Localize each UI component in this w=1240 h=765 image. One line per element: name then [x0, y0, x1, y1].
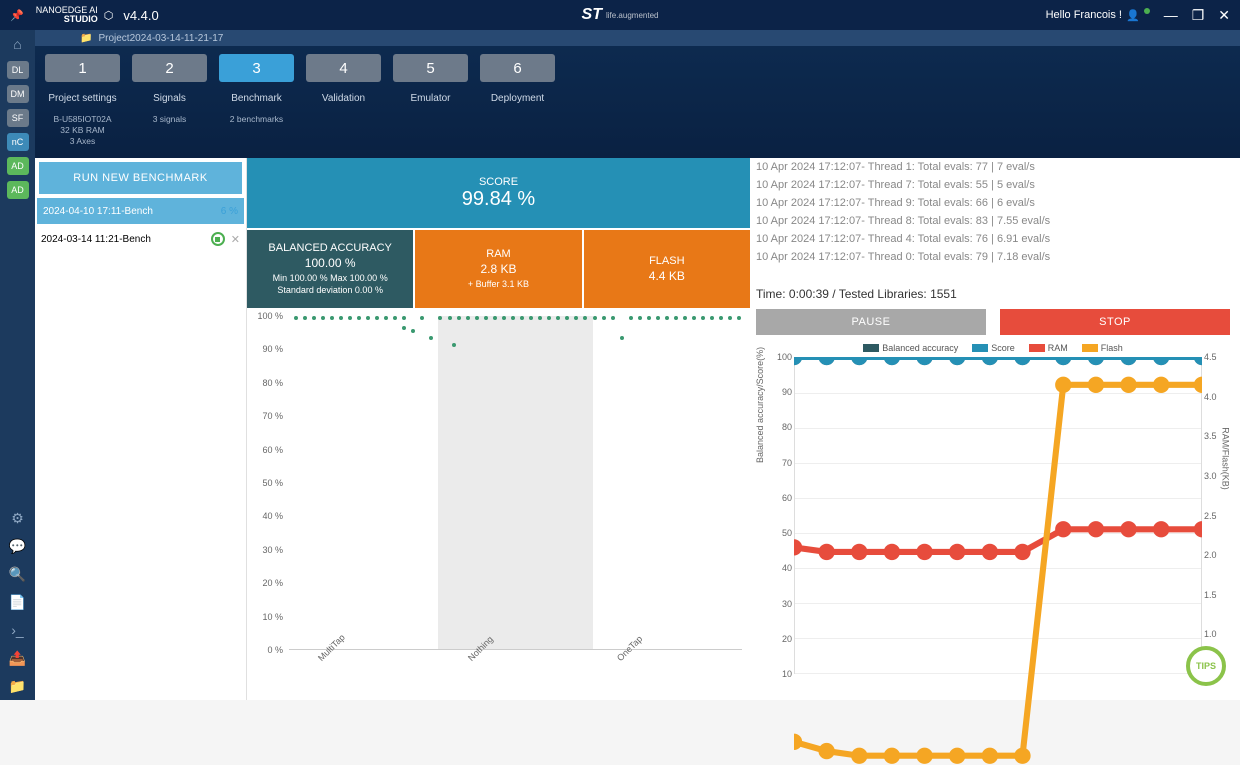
hex-icon: ⬡ [104, 9, 114, 22]
step-benchmark[interactable]: 3Benchmark2 benchmarks [219, 54, 294, 150]
score-label: SCORE [479, 176, 518, 188]
settings-icon[interactable]: ⚙ [0, 504, 35, 532]
project-name[interactable]: Project2024-03-14-11-21-17 [98, 33, 223, 44]
app-logo: NANOEDGE AI STUDIO ⬡ [36, 6, 114, 24]
user-icon: 👤 [1126, 9, 1140, 22]
benchmark-item[interactable]: 2024-04-10 17:11-Bench6 % [37, 198, 244, 224]
logo-line2: STUDIO [36, 15, 98, 24]
maximize-button[interactable]: ❐ [1192, 7, 1205, 24]
done-icon [211, 232, 225, 246]
home-icon[interactable]: ⌂ [0, 30, 35, 58]
steps-bar: 1Project settingsB-U585IOT02A 32 KB RAM … [35, 46, 1240, 158]
pause-button[interactable]: PAUSE [756, 309, 986, 335]
legend-item[interactable]: RAM [1029, 343, 1068, 353]
st-logo: ST life.augmented [582, 6, 659, 24]
ram-box: RAM 2.8 KB + Buffer 3.1 KB [415, 230, 581, 308]
step-project-settings[interactable]: 1Project settingsB-U585IOT02A 32 KB RAM … [45, 54, 120, 150]
legend-item[interactable]: Flash [1082, 343, 1123, 353]
sidebar-badge-dl[interactable]: DL [7, 61, 29, 79]
legend-item[interactable]: Score [972, 343, 1015, 353]
close-button[interactable]: ✕ [1218, 7, 1230, 24]
step-signals[interactable]: 2Signals3 signals [132, 54, 207, 150]
folder-icon[interactable]: 📁 [0, 672, 35, 700]
export-icon[interactable]: 📤 [0, 644, 35, 672]
minimize-button[interactable]: — [1164, 7, 1178, 23]
benchmarks-panel: RUN NEW BENCHMARK 2024-04-10 17:11-Bench… [35, 158, 247, 700]
page-icon[interactable]: 📄 [0, 588, 35, 616]
legend-item[interactable]: Balanced accuracy [863, 343, 958, 353]
left-sidebar: ⌂ DL DM SF nC AD AD ⚙ 💬 🔍 📄 ›_ 📤 📁 [0, 30, 35, 700]
status-dot [1144, 8, 1150, 14]
sidebar-badge-dm[interactable]: DM [7, 85, 29, 103]
right-panel: 10 Apr 2024 17:12:07- Thread 1: Total ev… [750, 158, 1240, 700]
sidebar-badge-nc[interactable]: nC [7, 133, 29, 151]
search-doc-icon[interactable]: 🔍 [0, 560, 35, 588]
close-icon[interactable]: ✕ [231, 233, 240, 246]
balanced-accuracy-box: BALANCED ACCURACY 100.00 % Min 100.00 % … [247, 230, 413, 308]
stop-button[interactable]: STOP [1000, 309, 1230, 335]
pin-icon[interactable]: 📌 [10, 9, 24, 22]
accuracy-scatter-chart: 100 %90 %80 %70 %60 %50 %40 %30 %20 %10 … [247, 308, 750, 700]
log-output: 10 Apr 2024 17:12:07- Thread 1: Total ev… [756, 158, 1230, 283]
score-box: SCORE 99.84 % [247, 158, 750, 228]
titlebar: 📌 NANOEDGE AI STUDIO ⬡ v4.4.0 ST life.au… [0, 0, 1240, 30]
terminal-icon[interactable]: ›_ [0, 616, 35, 644]
score-value: 99.84 % [462, 188, 535, 211]
breadcrumb: 📁 Project2024-03-14-11-21-17 [35, 30, 1240, 46]
time-status: Time: 0:00:39 / Tested Libraries: 1551 [756, 283, 1230, 305]
benchmark-item[interactable]: 2024-03-14 11:21-Bench✕ [35, 226, 246, 252]
step-validation[interactable]: 4Validation [306, 54, 381, 150]
left-y-label: Balanced accuracy/Score(%) [755, 346, 765, 462]
folder-small-icon: 📁 [80, 33, 92, 44]
center-panel: SCORE 99.84 % BALANCED ACCURACY 100.00 %… [247, 158, 750, 700]
user-greeting[interactable]: Hello Francois ! 👤 [1046, 9, 1150, 22]
tips-button[interactable]: TIPS [1186, 646, 1226, 686]
chat-icon[interactable]: 💬 [0, 532, 35, 560]
flash-box: FLASH 4.4 KB [584, 230, 750, 308]
sidebar-badge-ad1[interactable]: AD [7, 157, 29, 175]
step-deployment[interactable]: 6Deployment [480, 54, 555, 150]
version-label: v4.4.0 [123, 8, 158, 23]
run-benchmark-button[interactable]: RUN NEW BENCHMARK [39, 162, 242, 194]
metrics-line-chart: Balanced accuracy Score RAM Flash Balanced … [756, 339, 1230, 692]
sidebar-badge-sf[interactable]: SF [7, 109, 29, 127]
step-emulator[interactable]: 5Emulator [393, 54, 468, 150]
sidebar-badge-ad2[interactable]: AD [7, 181, 29, 199]
